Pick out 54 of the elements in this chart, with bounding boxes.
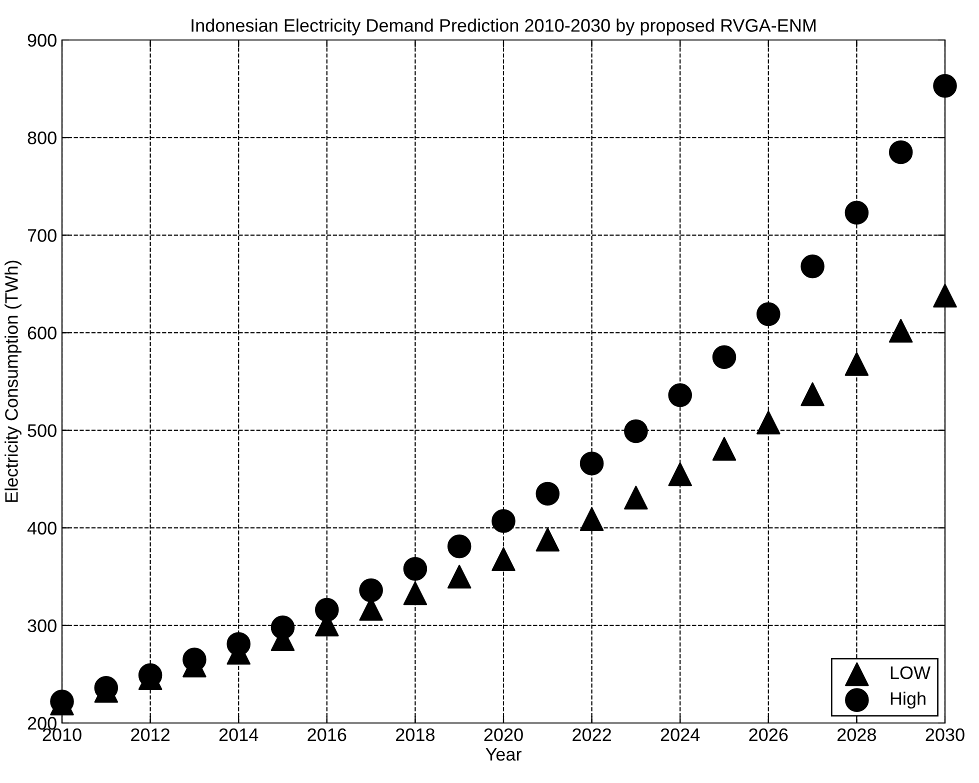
point [447, 564, 472, 589]
point [403, 556, 428, 581]
point [800, 254, 824, 278]
x-tick-label: 2024 [660, 728, 700, 742]
point [888, 318, 913, 343]
point [315, 598, 339, 622]
x-tick-label: 2022 [572, 728, 611, 742]
point [933, 284, 957, 308]
y-tick-label: 500 [28, 424, 56, 438]
point [270, 615, 295, 640]
y-tick-label: 400 [27, 522, 56, 535]
x-tick-label: 2028 [838, 728, 876, 742]
point [226, 632, 250, 656]
point [800, 382, 824, 406]
point [492, 509, 516, 533]
y-tick-label: 900 [28, 34, 56, 47]
point [756, 302, 780, 326]
point [888, 140, 913, 164]
point [536, 482, 560, 506]
y-tick-label: 300 [28, 619, 56, 632]
x-tick-label: 2010 [42, 728, 82, 742]
y-tick-label: 600 [28, 326, 56, 340]
x-tick-label: 2016 [308, 728, 346, 742]
point [933, 74, 957, 98]
x-tick-label: 2014 [219, 728, 258, 742]
x-tick-label: 2018 [396, 728, 434, 742]
y-tick-label: 200 [28, 716, 56, 730]
point [580, 507, 604, 531]
point [668, 383, 692, 408]
x-tick-label: 2030 [926, 728, 964, 742]
x-tick-label: 2012 [131, 728, 170, 742]
legend-label: High [890, 692, 926, 709]
point [447, 534, 472, 558]
point [492, 547, 516, 571]
legend-label: LOW [890, 666, 930, 680]
y-tick-label: 800 [28, 132, 56, 144]
x-axis-title: Year [486, 748, 522, 761]
point [624, 486, 648, 510]
point [712, 345, 736, 369]
point [359, 578, 383, 602]
point [403, 581, 428, 606]
y-tick-label: 700 [28, 229, 56, 242]
point [844, 352, 869, 376]
point [712, 436, 736, 461]
point [624, 419, 648, 444]
point [536, 528, 560, 552]
x-tick-label: 2026 [749, 728, 788, 742]
y-axis-title: Electricity Consumption (TWh) [4, 260, 22, 502]
point [580, 452, 604, 476]
x-tick-label: 2020 [484, 728, 523, 742]
chart-title: Indonesian Electricity Demand Prediction 2010-2030 by proposed RVGA-ENM [192, 18, 816, 36]
point [844, 200, 869, 225]
point [668, 462, 692, 486]
point [756, 410, 780, 434]
